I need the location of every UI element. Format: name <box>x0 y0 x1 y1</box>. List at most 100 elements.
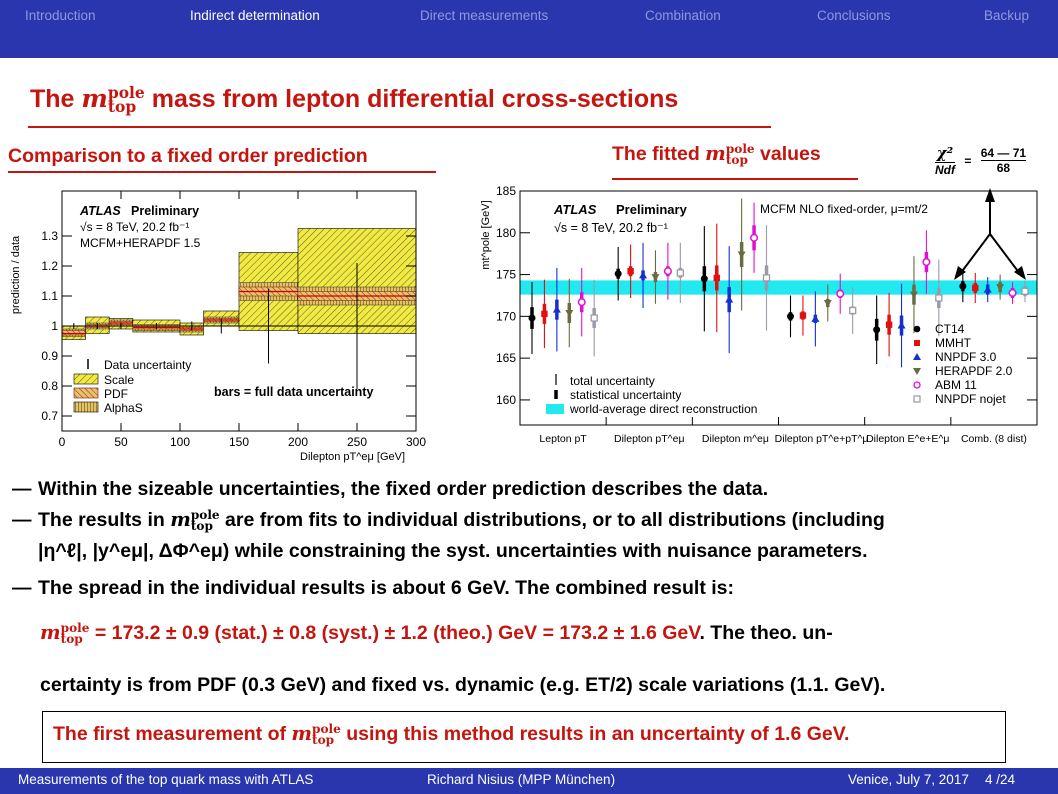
y-tick-label-0.9: 0.9 <box>41 349 58 363</box>
combined-result-value: = 173.2 ± 0.9 (stat.) ± 0.8 (syst.) ± 1.… <box>94 622 700 644</box>
group-label-2: Dilepton m^eμ <box>702 433 769 445</box>
point-5-3 <box>996 284 1005 292</box>
point-4-4 <box>922 257 931 267</box>
point-3-1 <box>799 312 807 319</box>
y-tick-label-0.8: 0.8 <box>41 379 58 393</box>
footer-bar: Measurements of the top quark mass with … <box>0 768 1058 794</box>
ratio-chart-legend: Data uncertainty Scale PDF AlphaS <box>73 358 191 415</box>
bullet-1: — Within the sizeable uncertainties, the … <box>12 478 769 500</box>
y-tick-label-1.1: 1.1 <box>41 289 58 303</box>
point-0-2 <box>552 305 561 313</box>
ratio-chart-note: bars = full data uncertainty <box>214 385 373 399</box>
point-5-5 <box>1021 287 1029 295</box>
point-0-0 <box>528 314 536 322</box>
pdf-band-0 <box>61 330 86 336</box>
mtop-y-tick-label-170: 170 <box>496 309 516 323</box>
ratio-chart-xlabel: Dilepton pT^eμ [GeV] <box>300 451 405 463</box>
nav-backup[interactable]: Backup <box>984 8 1030 23</box>
x-tick-label-0: 0 <box>59 435 66 449</box>
nav-indirect-determination[interactable]: Indirect determination <box>190 8 320 23</box>
x-tick-label-300: 300 <box>406 435 426 449</box>
y-tick-label-1: 1 <box>51 319 58 333</box>
bullet-2: — The results in m pole top are from fits t… <box>12 507 885 533</box>
mtop-chart-atlas: ATLAS <box>553 202 597 217</box>
legend-pdf: PDF <box>104 387 128 401</box>
point-1-1 <box>627 268 634 275</box>
point-5-2 <box>983 285 992 293</box>
point-1-5 <box>676 269 684 277</box>
combined-result-line: m pole top = 173.2 ± 0.9 (stat.) ± 0.8 (sy… <box>40 620 833 646</box>
slide-title: The m pole top mass from lepton differenti… <box>30 83 679 117</box>
footer-page-number[interactable]: 4 /24 <box>985 772 1016 787</box>
ratio-chart-preliminary: Preliminary <box>131 204 199 218</box>
ratio-chart: prediction / data 0 50 100 150 200 250 300 0.7 0… <box>10 190 426 463</box>
left-heading-underline <box>8 171 436 173</box>
mtop-y-tick-label-180: 180 <box>496 226 516 240</box>
right-section-heading: The fitted m pole top values <box>612 141 821 167</box>
point-1-0 <box>614 270 622 278</box>
ratio-chart-ylabel: prediction / data <box>10 235 22 314</box>
right-heading-underline <box>612 178 858 180</box>
group-label-1: Dilepton pT^eμ <box>614 433 685 445</box>
theory-uncertainty-line: certainty is from PDF (0.3 GeV) and fixe… <box>40 674 886 696</box>
legend-marker-4 <box>913 381 921 389</box>
legend-label-2: NNPDF 3.0 <box>935 350 997 364</box>
point-3-5 <box>849 306 857 315</box>
mtop-y-tick-label-160: 160 <box>496 393 516 407</box>
x-tick-label-50: 50 <box>114 435 128 449</box>
point-5-0 <box>959 282 967 290</box>
legend-marker-3 <box>913 368 921 375</box>
point-5-1 <box>972 284 979 292</box>
point-2-5 <box>762 274 771 282</box>
ratio-chart-sqrts: √s = 8 TeV, 20.2 fb⁻¹ <box>80 220 189 234</box>
point-2-2 <box>725 295 734 303</box>
point-2-0 <box>700 275 708 283</box>
point-4-3 <box>909 291 918 299</box>
top-navigation-bar: Introduction Indirect determination Dire… <box>0 0 1058 58</box>
point-1-2 <box>639 271 648 279</box>
point-4-1 <box>885 321 893 328</box>
legend-marker-2 <box>913 353 921 360</box>
ratio-chart-pdf-label: MCFM+HERAPDF 1.5 <box>80 236 201 250</box>
group-label-4: Dilepton E^e+E^μ <box>866 433 949 445</box>
point-2-1 <box>713 274 720 282</box>
bullet-3: — The spread in the individual results is… <box>12 577 735 599</box>
mtop-fit-chart: mt^pole [GeV] 160 165 170 175 180 185 Lepton p… <box>480 185 1038 445</box>
title-underline <box>28 126 771 128</box>
legend-alphas: AlphaS <box>104 401 143 415</box>
point-3-0 <box>787 312 794 320</box>
mtop-y-tick-label-175: 175 <box>496 268 516 282</box>
point-4-2 <box>897 321 906 329</box>
footer-talk-title: Measurements of the top quark mass with … <box>18 772 314 787</box>
legend-total-uncertainty: total uncertainty <box>570 374 655 388</box>
legend-scale: Scale <box>104 373 134 387</box>
legend-marker-5 <box>913 395 921 403</box>
point-4-5 <box>935 294 943 302</box>
mtop-chart-ylabel: mt^pole [GeV] <box>480 200 492 269</box>
group-label-3: Dilepton pT^e+pT^μ <box>775 433 869 445</box>
point-3-3 <box>823 299 832 307</box>
legend-label-5: NNPDF nojet <box>935 392 1006 406</box>
point-0-1 <box>541 310 548 318</box>
legend-label-3: HERAPDF 2.0 <box>935 364 1013 378</box>
mtop-y-tick-label-165: 165 <box>496 351 516 365</box>
bullet-2-continued: |η^ℓ|, |y^eμ|, ΔΦ^eμ) while constraining… <box>38 540 868 562</box>
nav-introduction[interactable]: Introduction <box>25 8 96 23</box>
legend-marker-0 <box>913 325 921 333</box>
nav-direct-measurements[interactable]: Direct measurements <box>420 8 549 23</box>
point-0-4 <box>577 298 586 307</box>
nav-conclusions[interactable]: Conclusions <box>817 8 891 23</box>
left-section-heading: Comparison to a fixed order prediction <box>8 145 368 167</box>
point-0-5 <box>590 314 598 322</box>
point-5-4 <box>1008 288 1017 298</box>
x-tick-label-150: 150 <box>229 435 249 449</box>
x-tick-label-200: 200 <box>288 435 308 449</box>
legend-label-4: ABM 11 <box>935 378 977 392</box>
group-label-0: Lepton pT <box>539 433 587 445</box>
legend-label-0: CT14 <box>935 322 965 336</box>
nav-combination[interactable]: Combination <box>645 8 721 23</box>
conclusion-text: The first measurement of m pole top using … <box>53 721 850 747</box>
point-2-4 <box>750 233 759 242</box>
x-tick-label-100: 100 <box>170 435 190 449</box>
